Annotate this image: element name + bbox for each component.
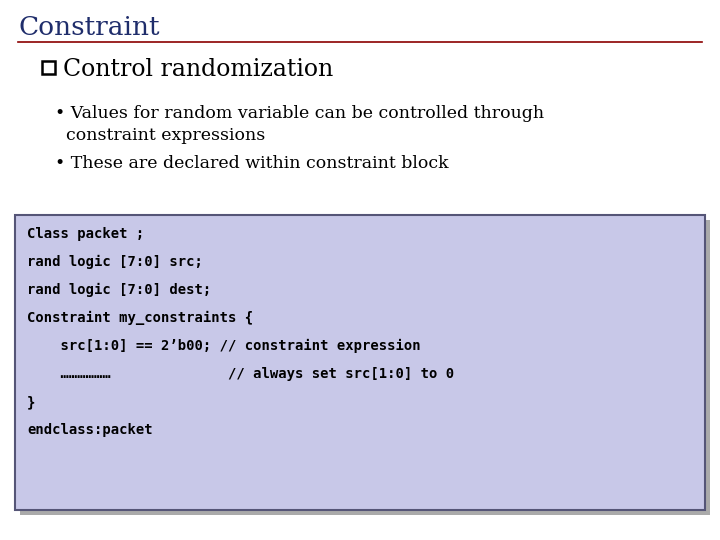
Text: Constraint: Constraint	[18, 15, 160, 40]
Text: src[1:0] == 2’b00; // constraint expression: src[1:0] == 2’b00; // constraint express…	[27, 339, 420, 353]
FancyBboxPatch shape	[42, 61, 55, 74]
Text: Control randomization: Control randomization	[63, 58, 333, 81]
Text: rand logic [7:0] dest;: rand logic [7:0] dest;	[27, 283, 211, 297]
Text: ………………              // always set src[1:0] to 0: ……………… // always set src[1:0] to 0	[27, 367, 454, 381]
Text: endclass:packet: endclass:packet	[27, 423, 153, 437]
Text: }: }	[27, 395, 35, 409]
Text: Constraint my_constraints {: Constraint my_constraints {	[27, 311, 253, 325]
Text: rand logic [7:0] src;: rand logic [7:0] src;	[27, 255, 203, 269]
Text: • Values for random variable can be controlled through: • Values for random variable can be cont…	[55, 105, 544, 122]
Text: • These are declared within constraint block: • These are declared within constraint b…	[55, 155, 449, 172]
FancyBboxPatch shape	[15, 215, 705, 510]
Text: constraint expressions: constraint expressions	[55, 127, 265, 144]
FancyBboxPatch shape	[20, 220, 710, 515]
Text: Class packet ;: Class packet ;	[27, 227, 144, 241]
